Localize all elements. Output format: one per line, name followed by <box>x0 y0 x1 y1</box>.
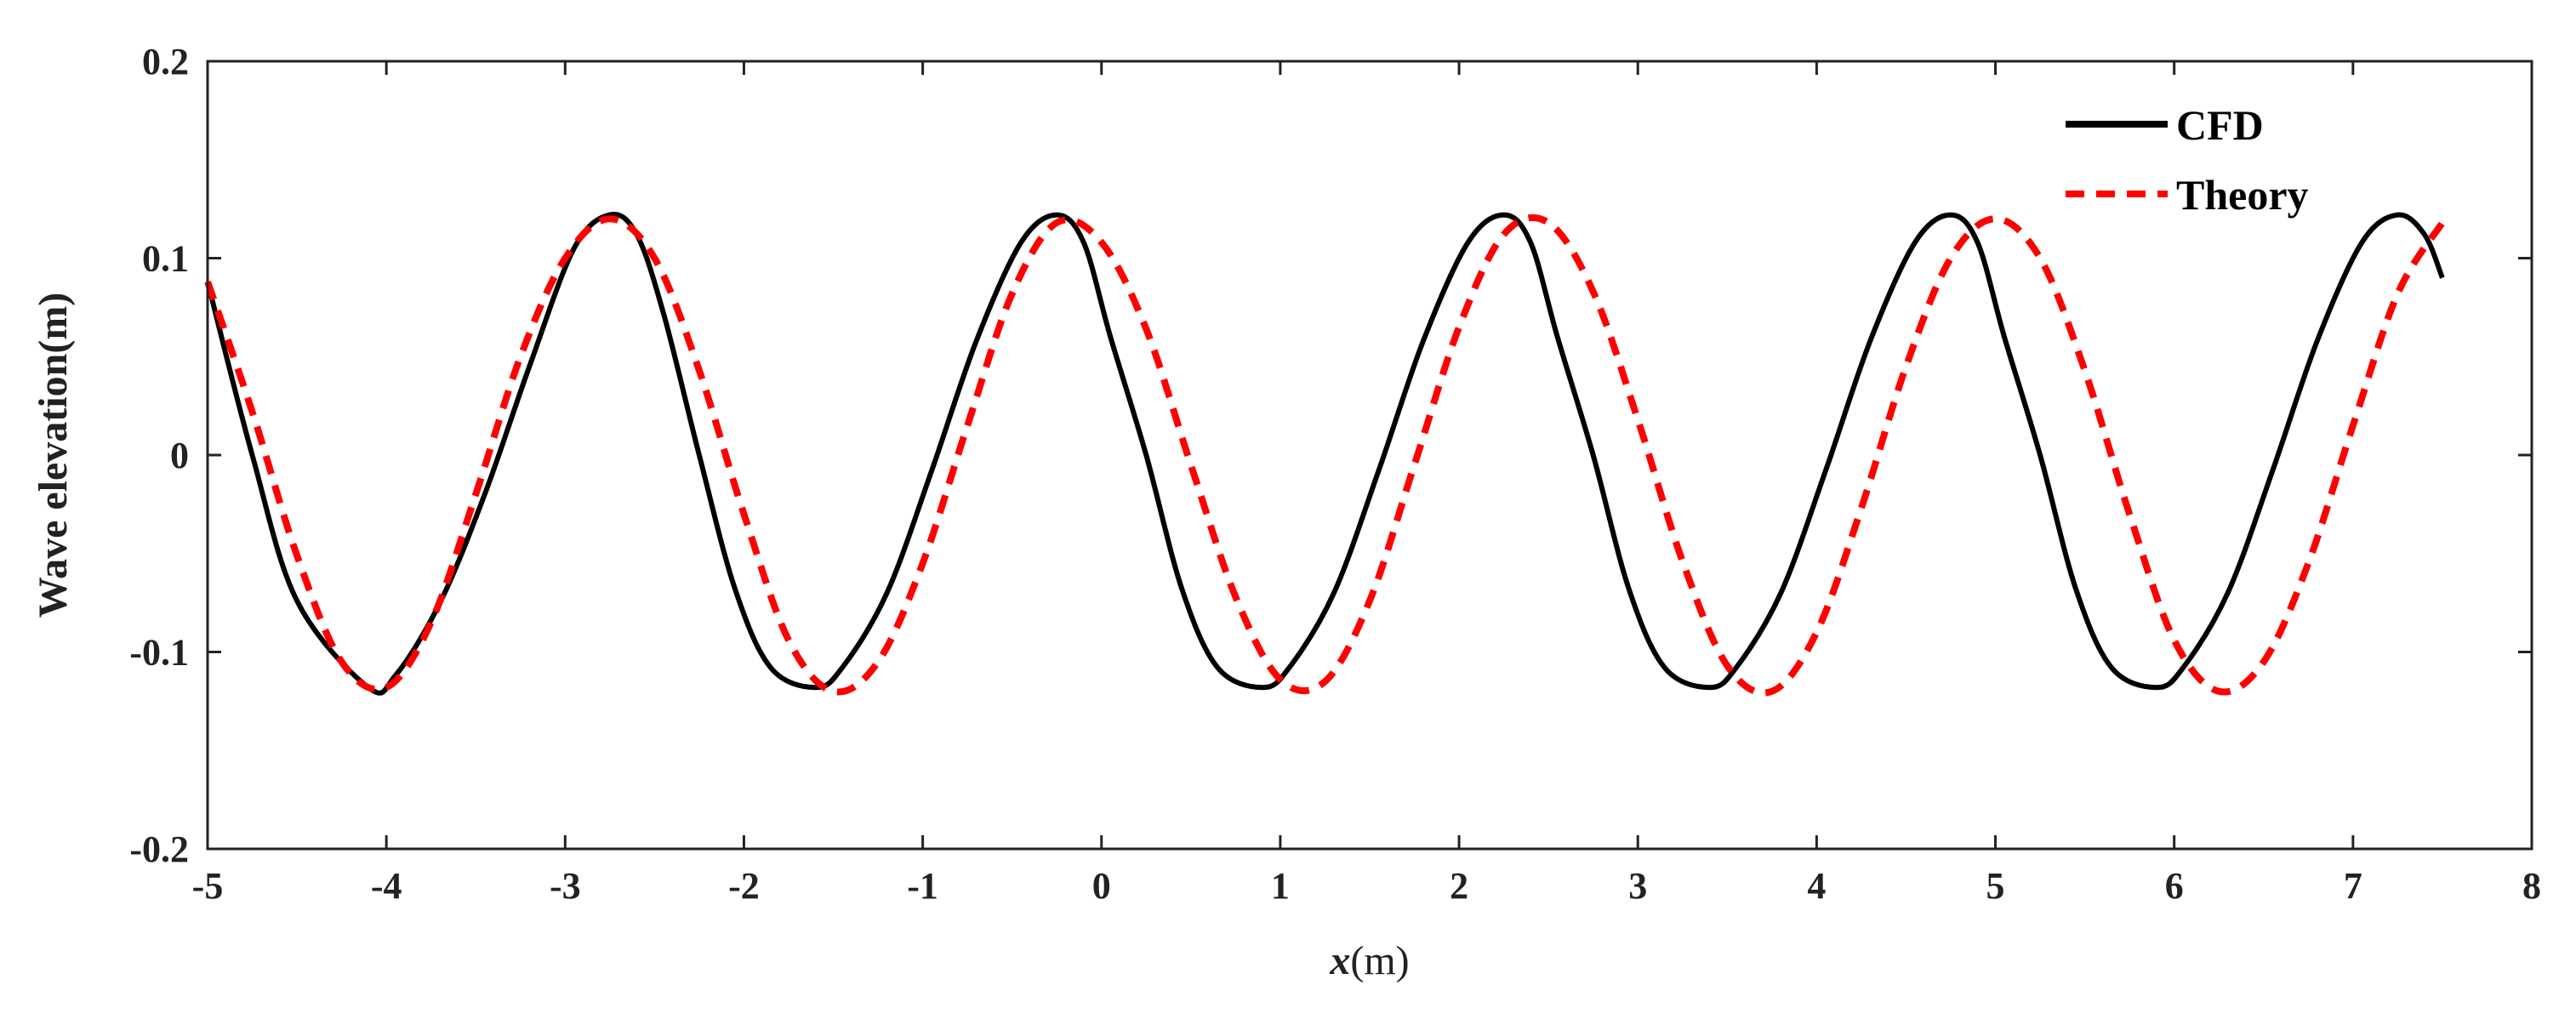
x-tick-label: 3 <box>1628 865 1647 907</box>
x-tick-label: -5 <box>192 865 224 907</box>
plot-area-frame <box>206 60 2533 851</box>
x-tick-label: 8 <box>2522 865 2541 907</box>
y-tick-label: -0.1 <box>129 632 189 674</box>
y-tick-label: 0.2 <box>142 41 189 83</box>
series-line-theory <box>204 213 2446 697</box>
x-tick-label: -4 <box>371 865 402 907</box>
x-axis-ticks: -5 -4 -3 -2 -1 0 1 2 3 4 5 6 7 8 <box>192 61 2541 907</box>
legend-cfd-label: CFD <box>2176 101 2264 149</box>
x-axis-label: x(m) <box>1329 938 1409 983</box>
x-tick-label: 1 <box>1271 865 1290 907</box>
x-tick-label: -2 <box>728 865 760 907</box>
y-tick-label: 0 <box>170 435 189 476</box>
series-layer <box>204 212 2446 697</box>
x-tick-label: -1 <box>907 865 938 907</box>
y-tick-label: 0.1 <box>142 238 189 280</box>
series-line-cfd <box>205 212 2445 696</box>
y-axis-label: Wave elevation(m) <box>31 293 76 618</box>
x-axis-variable: x <box>1329 938 1350 983</box>
x-tick-label: 6 <box>2165 865 2184 907</box>
x-tick-label: 2 <box>1450 865 1468 907</box>
x-tick-label: 4 <box>1807 865 1826 907</box>
y-tick-label: -0.2 <box>129 828 189 870</box>
y-axis-ticks: -0.2 -0.1 0 0.1 0.2 <box>129 41 2532 870</box>
legend: CFD Theory <box>2066 101 2309 219</box>
x-tick-label: 7 <box>2344 865 2362 907</box>
legend-theory-label: Theory <box>2176 171 2309 219</box>
x-tick-label: -3 <box>550 865 581 907</box>
x-tick-label: 5 <box>1986 865 2005 907</box>
x-tick-label: 0 <box>1092 865 1111 907</box>
x-axis-unit: (m) <box>1350 938 1409 983</box>
